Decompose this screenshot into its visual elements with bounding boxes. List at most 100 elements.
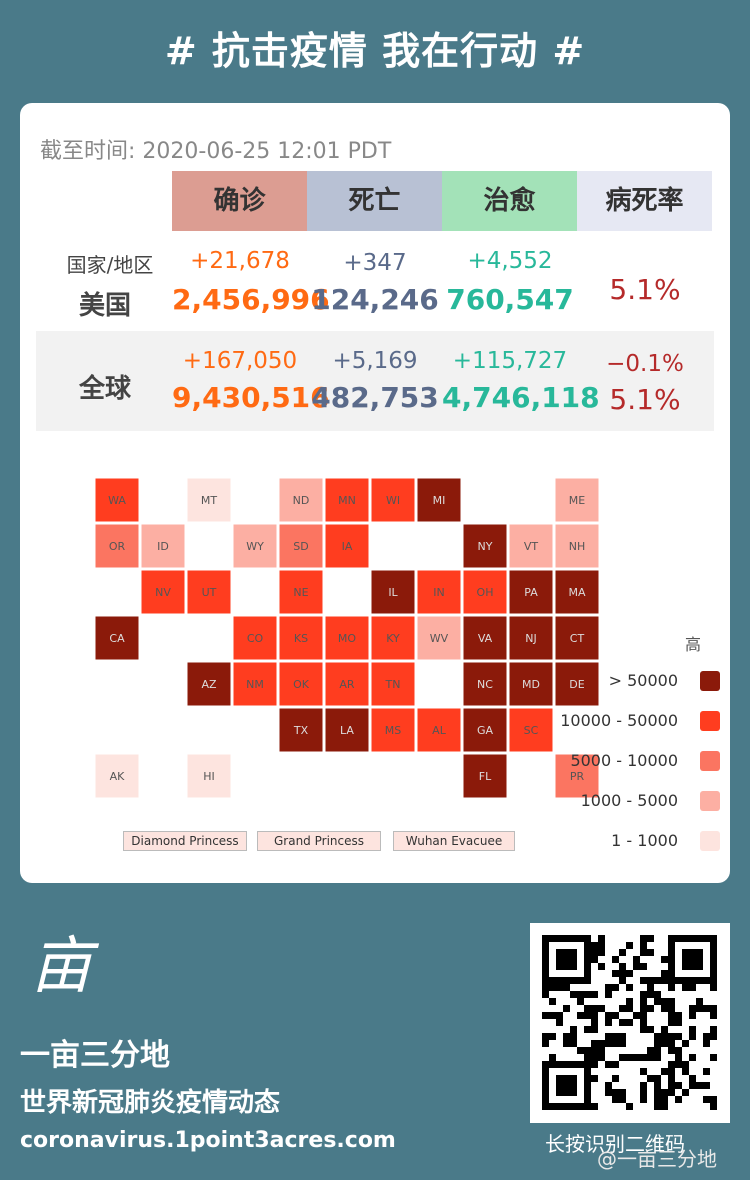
state-label: PR [570, 770, 585, 783]
state-tile-ga[interactable] [462, 707, 508, 753]
state-tile-ms[interactable] [370, 707, 416, 753]
state-tile-tx[interactable] [278, 707, 324, 753]
state-tile-fl[interactable] [462, 753, 508, 799]
state-tile-nj[interactable] [508, 615, 554, 661]
state-tile-ct[interactable] [554, 615, 600, 661]
tag-wuhan-evacuee[interactable]: Wuhan Evacuee [393, 831, 515, 851]
state-label: IN [433, 586, 444, 599]
state-label: AR [339, 678, 355, 691]
state-tile-mi[interactable] [416, 478, 462, 523]
state-label: NC [477, 678, 493, 691]
qr-code[interactable] [530, 923, 730, 1123]
state-label: WY [246, 540, 264, 553]
state-label: KS [294, 632, 308, 645]
state-tile-ut[interactable] [186, 569, 232, 615]
state-tile-ny[interactable] [462, 523, 508, 569]
state-tile-me[interactable] [554, 478, 600, 523]
legend-label: 10000 - 50000 [560, 711, 678, 730]
state-label: NV [155, 586, 171, 599]
state-label: NM [246, 678, 264, 691]
global-cfr: 5.1% [609, 383, 681, 416]
state-tile-il[interactable] [370, 569, 416, 615]
legend-item[interactable]: > 50000 [540, 669, 728, 693]
state-tile-pa[interactable] [508, 569, 554, 615]
state-label: CO [247, 632, 264, 645]
legend-item[interactable]: 10000 - 50000 [540, 709, 728, 733]
site-url[interactable]: coronavirus.1point3acres.com [20, 1128, 396, 1153]
state-tile-nv[interactable] [140, 569, 186, 615]
state-tile-ak[interactable] [95, 753, 140, 799]
state-tile-la[interactable] [324, 707, 370, 753]
tag-diamond-princess[interactable]: Diamond Princess [123, 831, 247, 851]
state-tile-wv[interactable] [416, 615, 462, 661]
global-row [36, 331, 714, 431]
state-tile-sd[interactable] [278, 523, 324, 569]
state-tile-nd[interactable] [278, 478, 324, 523]
timestamp: 截至时间: 2020-06-25 12:01 PDT [40, 139, 392, 164]
state-label: MI [433, 494, 446, 507]
state-label: ID [157, 540, 169, 553]
state-tile-mn[interactable] [324, 478, 370, 523]
state-tile-sc[interactable] [508, 707, 554, 753]
state-tile-va[interactable] [462, 615, 508, 661]
page-title: # 抗击疫情 我在行动 # [164, 29, 586, 73]
state-tile-md[interactable] [508, 661, 554, 707]
state-label: CA [109, 632, 125, 645]
state-tile-ma[interactable] [554, 569, 600, 615]
state-tile-wa[interactable] [95, 478, 140, 523]
legend-label: > 50000 [608, 671, 678, 690]
state-label: WA [108, 494, 126, 507]
state-label: OK [293, 678, 310, 691]
region-label: 国家/地区 [66, 253, 154, 277]
state-tile-co[interactable] [232, 615, 278, 661]
state-label: NE [293, 586, 308, 599]
state-label: MO [338, 632, 356, 645]
state-tile-de[interactable] [554, 661, 600, 707]
state-label: MS [385, 724, 401, 737]
legend-item[interactable]: 5000 - 10000 [540, 749, 728, 773]
legend-item[interactable]: 1000 - 5000 [540, 789, 728, 813]
state-tile-id[interactable] [140, 523, 186, 569]
global-cfr-delta: −0.1% [606, 351, 684, 377]
qr-code-image [542, 935, 717, 1110]
state-tile-ks[interactable] [278, 615, 324, 661]
state-tile-mt[interactable] [186, 478, 232, 523]
global-deaths: 482,753 [311, 381, 439, 414]
us-cfr: 5.1% [609, 273, 681, 306]
state-tile-nh[interactable] [554, 523, 600, 569]
state-tile-nc[interactable] [462, 661, 508, 707]
state-tile-oh[interactable] [462, 569, 508, 615]
state-tile-ar[interactable] [324, 661, 370, 707]
state-tile-hi[interactable] [186, 753, 232, 799]
legend-label: 5000 - 10000 [570, 751, 678, 770]
state-tile-nm[interactable] [232, 661, 278, 707]
qr-caption: 长按识别二维码 [545, 1132, 685, 1156]
state-label: VA [478, 632, 493, 645]
state-tile-pr[interactable] [554, 753, 600, 799]
state-tile-ok[interactable] [278, 661, 324, 707]
state-tile-wi[interactable] [370, 478, 416, 523]
state-tile-ky[interactable] [370, 615, 416, 661]
state-tile-tn[interactable] [370, 661, 416, 707]
state-tile-vt[interactable] [508, 523, 554, 569]
global-name: 全球 [78, 374, 131, 404]
state-label: AK [110, 770, 126, 783]
legend-swatch [700, 671, 720, 691]
tag-grand-princess[interactable]: Grand Princess [257, 831, 381, 851]
us-choropleth-map[interactable]: WA MT ND MN WI MI ME OR ID WY SD IA NY VT NH NV UT NE IL IN… [95, 478, 615, 823]
state-tile-ne[interactable] [278, 569, 324, 615]
state-tile-mo[interactable] [324, 615, 370, 661]
state-tile-ia[interactable] [324, 523, 370, 569]
legend-title: 高 [685, 635, 702, 654]
state-label: UT [202, 586, 217, 599]
state-tile-al[interactable] [416, 707, 462, 753]
us-confirmed: 2,456,996 [172, 283, 330, 316]
state-tile-az[interactable] [186, 661, 232, 707]
state-tile-in[interactable] [416, 569, 462, 615]
state-tile-wy[interactable] [232, 523, 278, 569]
legend-item[interactable]: 1 - 1000 [540, 829, 728, 853]
legend-swatch [700, 791, 720, 811]
legend-swatch [700, 751, 720, 771]
state-tile-or[interactable] [95, 523, 140, 569]
state-tile-ca[interactable] [95, 615, 140, 661]
